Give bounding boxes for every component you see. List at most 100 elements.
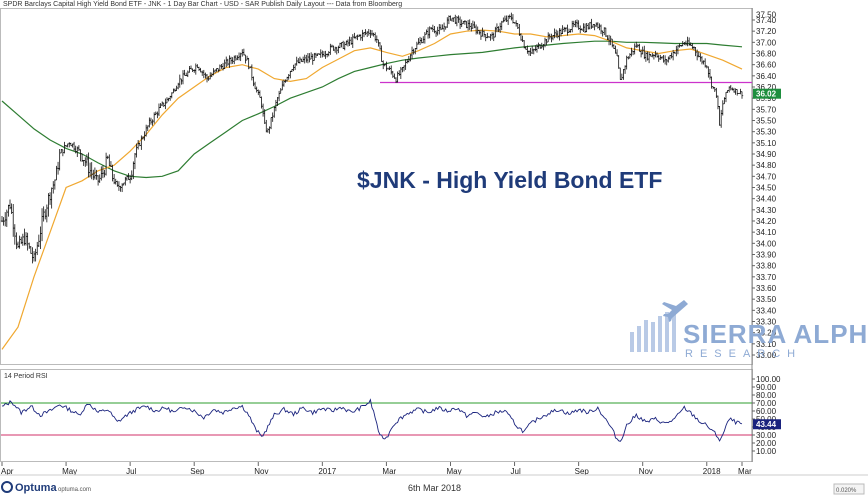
price-bar [306, 52, 310, 64]
rsi-tick-label: 20.00 [756, 439, 777, 448]
corner-box [833, 483, 865, 495]
price-bar [431, 24, 435, 33]
price-bar [348, 36, 351, 47]
price-bar [231, 57, 234, 64]
price-bar [628, 53, 632, 59]
chart-header: SPDR Barclays Capital High Yield Bond ET… [3, 1, 402, 8]
price-tick-label: 34.30 [756, 206, 777, 215]
x-tick-label: May [446, 467, 461, 476]
price-bar [119, 185, 122, 192]
price-bar [619, 67, 622, 80]
price-bar [438, 23, 441, 35]
price-tick-label: 34.40 [756, 195, 777, 204]
price-bar [340, 42, 343, 48]
price-bar [277, 90, 281, 102]
price-bar [380, 45, 383, 62]
price-tick-label: 33.70 [756, 273, 777, 282]
price-bar [574, 20, 577, 28]
price-bar [587, 23, 590, 30]
price-bar [643, 45, 646, 60]
price-bar [740, 91, 744, 99]
price-tick-label: 33.10 [756, 340, 777, 349]
price-tick-label: 34.20 [756, 217, 777, 226]
price-bar [494, 26, 497, 38]
price-bar [311, 53, 314, 65]
price-bar [458, 16, 462, 29]
price-bar [490, 32, 494, 40]
price-bar [434, 30, 438, 37]
price-bar [466, 19, 470, 31]
price-bar [450, 17, 454, 22]
price-bar [314, 52, 318, 59]
price-bar [354, 35, 358, 40]
price-bar [442, 22, 446, 32]
price-bar [391, 70, 395, 78]
price-bar [623, 65, 627, 74]
price-bar [16, 241, 20, 249]
price-bar [699, 53, 702, 62]
price-bar [482, 30, 486, 38]
price-bar [133, 153, 137, 170]
price-tick-label: 36.40 [756, 72, 777, 81]
price-bar [418, 36, 422, 45]
price-bar [474, 24, 478, 35]
price-tick-label: 34.00 [756, 239, 777, 248]
price-bar [87, 152, 90, 178]
last-rsi-value: 43.44 [756, 420, 777, 429]
price-bar [273, 106, 276, 118]
series-layer [0, 12, 752, 350]
rsi-tick-label: 60.00 [756, 407, 777, 416]
price-bar [375, 35, 379, 44]
price-tick-label: 33.40 [756, 306, 777, 315]
price-bar [36, 241, 39, 256]
price-bar [585, 23, 588, 33]
price-bar [183, 69, 186, 76]
price-bar [721, 100, 724, 116]
price-bar [50, 187, 53, 209]
price-bar [361, 29, 364, 42]
price-tick-label: 36.80 [756, 50, 777, 59]
price-bar [164, 98, 167, 110]
rsi-tick-label: 70.00 [756, 399, 777, 408]
price-bar [370, 30, 374, 36]
price-bar [156, 111, 159, 119]
price-bar [180, 78, 183, 85]
price-bar [152, 112, 156, 124]
price-bar [32, 251, 36, 262]
rsi-axis-ticks: 100.0090.0080.0070.0060.0050.0040.0030.0… [752, 375, 781, 456]
price-tick-label: 33.60 [756, 284, 777, 293]
price-tick-label: 36.60 [756, 61, 777, 70]
price-bar [165, 97, 169, 104]
price-bar [611, 38, 614, 48]
price-bar [178, 74, 181, 88]
price-bar [292, 64, 295, 72]
price-bar [571, 20, 574, 33]
price-bar [556, 30, 560, 39]
price-bar [188, 65, 191, 73]
price-bar [298, 56, 302, 64]
footer-date: 6th Mar 2018 [408, 483, 461, 493]
rsi-tick-label: 90.00 [756, 383, 777, 392]
price-bar [463, 20, 467, 25]
price-bar [266, 128, 270, 133]
airplane-icon [662, 300, 688, 322]
price-bar [12, 203, 15, 237]
price-bar [244, 54, 247, 64]
price-bar [529, 47, 532, 57]
price-bar [563, 26, 566, 33]
corner-value: 0.020% [836, 488, 857, 494]
price-bar [364, 29, 367, 36]
price-bar [329, 43, 332, 55]
price-bar [98, 174, 101, 183]
price-bar [506, 15, 510, 25]
price-bar [558, 28, 561, 41]
price-tick-label: 35.70 [756, 105, 777, 114]
x-tick-label: Mar [382, 467, 396, 476]
price-bar [468, 19, 471, 30]
price-bar [253, 81, 257, 90]
price-bar [189, 65, 193, 70]
price-bar [69, 142, 73, 147]
